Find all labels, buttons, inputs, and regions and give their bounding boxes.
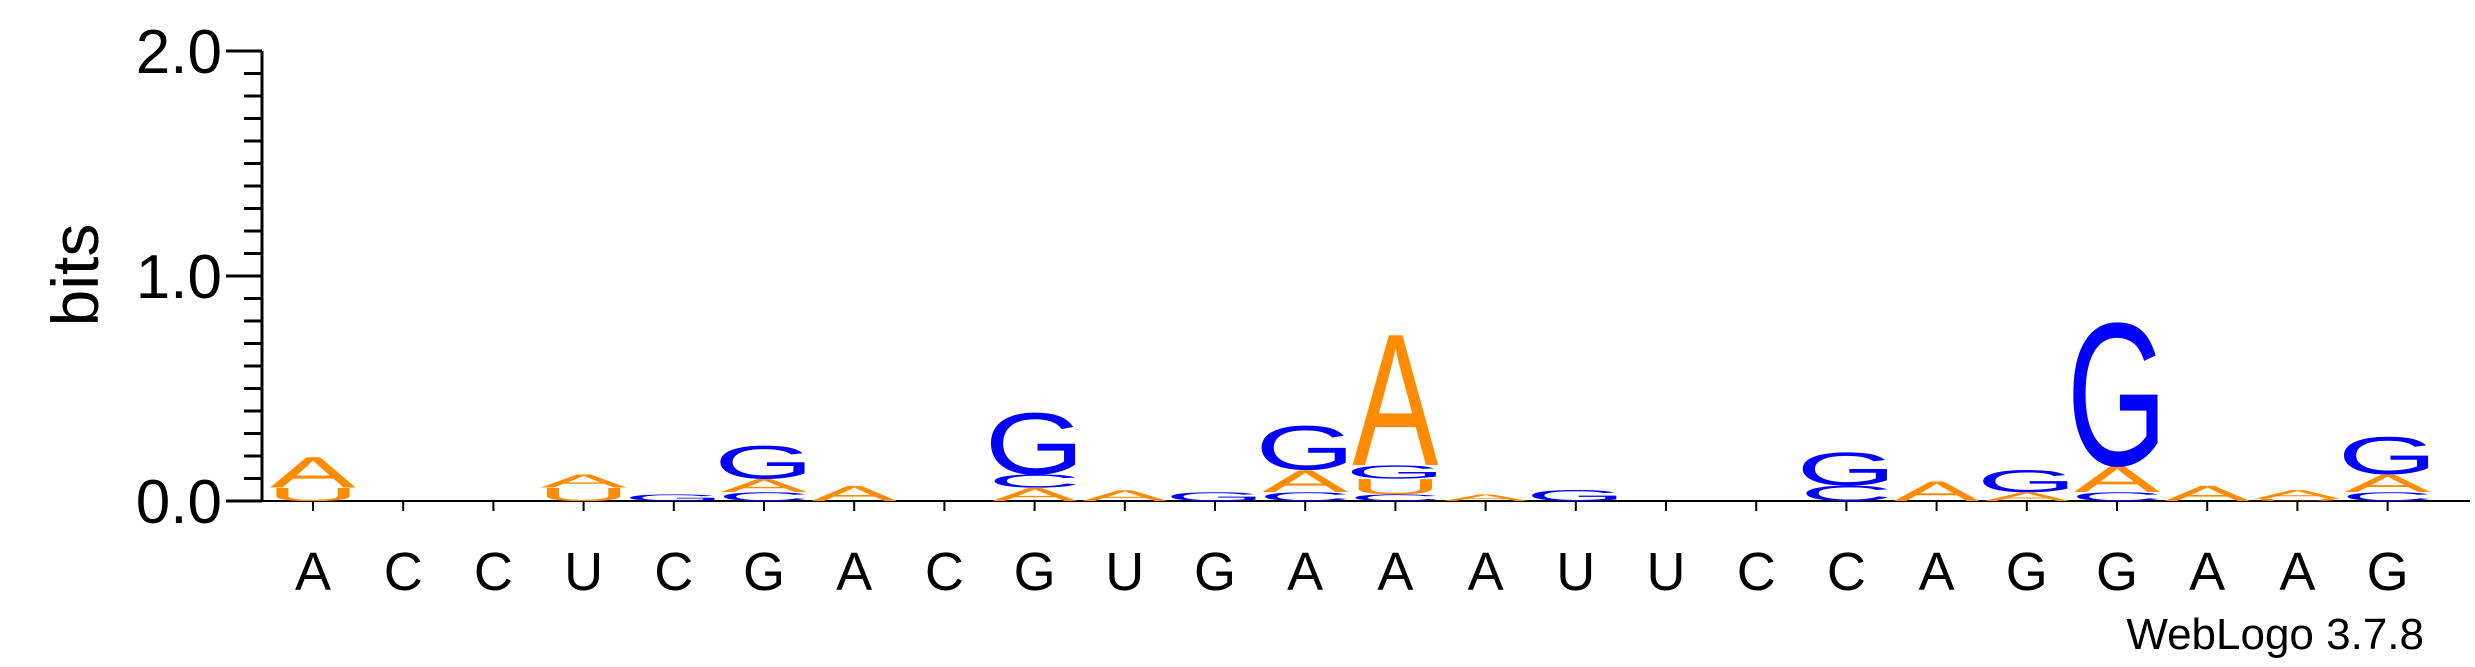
svg-text:A: A bbox=[1082, 487, 1169, 504]
position-label: G bbox=[2006, 542, 2048, 602]
logo-letter-G: G bbox=[1526, 487, 1626, 504]
logo-letter-G: G bbox=[1255, 413, 1355, 483]
svg-text:A: A bbox=[721, 475, 808, 496]
logo-letter-C: C bbox=[2070, 490, 2163, 504]
logo-letter-A: A bbox=[541, 471, 628, 492]
position-label: G bbox=[2367, 542, 2409, 602]
position-label: U bbox=[1105, 542, 1144, 602]
position-label: U bbox=[564, 542, 603, 602]
svg-text:G: G bbox=[624, 493, 724, 504]
svg-text:G: G bbox=[1165, 490, 1265, 504]
position-label: C bbox=[925, 542, 964, 602]
logo-letter-G: G bbox=[2067, 281, 2167, 509]
logo-letter-C: C bbox=[2341, 490, 2434, 504]
logo-letter-A: A bbox=[992, 484, 1079, 505]
logo-letter-G: G bbox=[624, 493, 724, 504]
position-label: U bbox=[1647, 542, 1686, 602]
logo-letter-A: A bbox=[1984, 490, 2070, 504]
y-tick-label: 1.0 bbox=[136, 243, 222, 312]
position-label: A bbox=[1468, 542, 1504, 602]
svg-text:A: A bbox=[1984, 490, 2070, 504]
logo-letter-U: U bbox=[266, 484, 359, 505]
svg-text:G: G bbox=[2337, 426, 2437, 486]
logo-letter-C: C bbox=[1259, 490, 1352, 504]
svg-text:A: A bbox=[541, 471, 628, 492]
svg-text:G: G bbox=[1526, 487, 1626, 504]
logo-letter-A: A bbox=[2254, 487, 2340, 501]
logo-letter-G: G bbox=[714, 436, 814, 489]
logo-letter-G: G bbox=[2337, 426, 2437, 486]
position-label: A bbox=[1287, 542, 1323, 602]
logo-letter-U: U bbox=[2251, 498, 2344, 502]
logo-letter-G: G bbox=[1345, 462, 1445, 483]
svg-text:C: C bbox=[2341, 490, 2434, 504]
svg-text:G: G bbox=[1345, 462, 1445, 483]
position-label: A bbox=[836, 542, 872, 602]
position-label: A bbox=[2189, 542, 2225, 602]
position-label: C bbox=[474, 542, 513, 602]
svg-text:A: A bbox=[1262, 464, 1349, 499]
logo-letter-A: A bbox=[1443, 493, 1529, 504]
svg-text:U: U bbox=[266, 484, 359, 505]
svg-text:A: A bbox=[1443, 493, 1529, 504]
position-label: A bbox=[1377, 542, 1413, 602]
svg-text:A: A bbox=[270, 448, 357, 497]
position-label: G bbox=[2096, 542, 2138, 602]
svg-text:G: G bbox=[2067, 281, 2167, 509]
logo-letter-C: C bbox=[1349, 493, 1442, 504]
weblogo-credit: WebLogo 3.7.8 bbox=[2126, 610, 2424, 659]
svg-text:U: U bbox=[537, 484, 630, 505]
logo-letter-A: A bbox=[2345, 469, 2431, 497]
svg-text:G: G bbox=[714, 436, 814, 489]
svg-text:G: G bbox=[1796, 443, 1896, 496]
y-axis-ticks: 0.0 1.0 2.0 bbox=[136, 18, 262, 537]
y-tick-label: 2.0 bbox=[136, 18, 222, 87]
logo-letter-A: A bbox=[1262, 464, 1349, 499]
logo-letter-A: A bbox=[270, 448, 357, 497]
logo-letter-G: G bbox=[1165, 490, 1265, 504]
logo-letter-G: G bbox=[1796, 443, 1896, 496]
svg-text:C: C bbox=[717, 490, 810, 504]
svg-text:C: C bbox=[1259, 490, 1352, 504]
position-label: A bbox=[1919, 542, 1955, 602]
logo-letter-A: A bbox=[1352, 296, 1438, 506]
logo-letter-A: A bbox=[721, 475, 808, 496]
y-axis-label: bits bbox=[38, 224, 112, 327]
logo-letter-A: A bbox=[1082, 487, 1169, 504]
y-tick-label: 0.0 bbox=[136, 468, 222, 537]
logo-letter-G: G bbox=[984, 395, 1084, 493]
svg-text:U: U bbox=[1349, 474, 1442, 499]
position-label: C bbox=[1737, 542, 1776, 602]
svg-text:A: A bbox=[2345, 469, 2431, 497]
svg-text:C: C bbox=[2070, 490, 2163, 504]
logo-letter-A: A bbox=[2074, 458, 2161, 500]
position-label: A bbox=[2279, 542, 2315, 602]
position-label: C bbox=[1827, 542, 1866, 602]
logo-letter-U: U bbox=[537, 484, 630, 505]
logo-letter-U: U bbox=[1349, 474, 1442, 499]
logo-letter-C: C bbox=[717, 490, 810, 504]
position-label: C bbox=[654, 542, 693, 602]
svg-text:C: C bbox=[988, 471, 1081, 492]
position-label: G bbox=[743, 542, 785, 602]
position-label: C bbox=[384, 542, 423, 602]
position-label: U bbox=[1556, 542, 1595, 602]
position-label: A bbox=[295, 542, 331, 602]
svg-text:G: G bbox=[984, 395, 1084, 493]
svg-text:C: C bbox=[1349, 493, 1442, 504]
svg-text:G: G bbox=[1977, 464, 2077, 499]
svg-text:A: A bbox=[2074, 458, 2161, 500]
svg-text:G: G bbox=[1255, 413, 1355, 483]
svg-text:A: A bbox=[992, 484, 1079, 505]
svg-text:U: U bbox=[2251, 498, 2344, 502]
svg-text:A: A bbox=[2254, 487, 2340, 501]
position-label: G bbox=[1194, 542, 1236, 602]
svg-text:A: A bbox=[1352, 296, 1438, 506]
logo-letter-G: G bbox=[1977, 464, 2077, 499]
position-label: G bbox=[1014, 542, 1056, 602]
logo-letter-C: C bbox=[988, 471, 1081, 492]
